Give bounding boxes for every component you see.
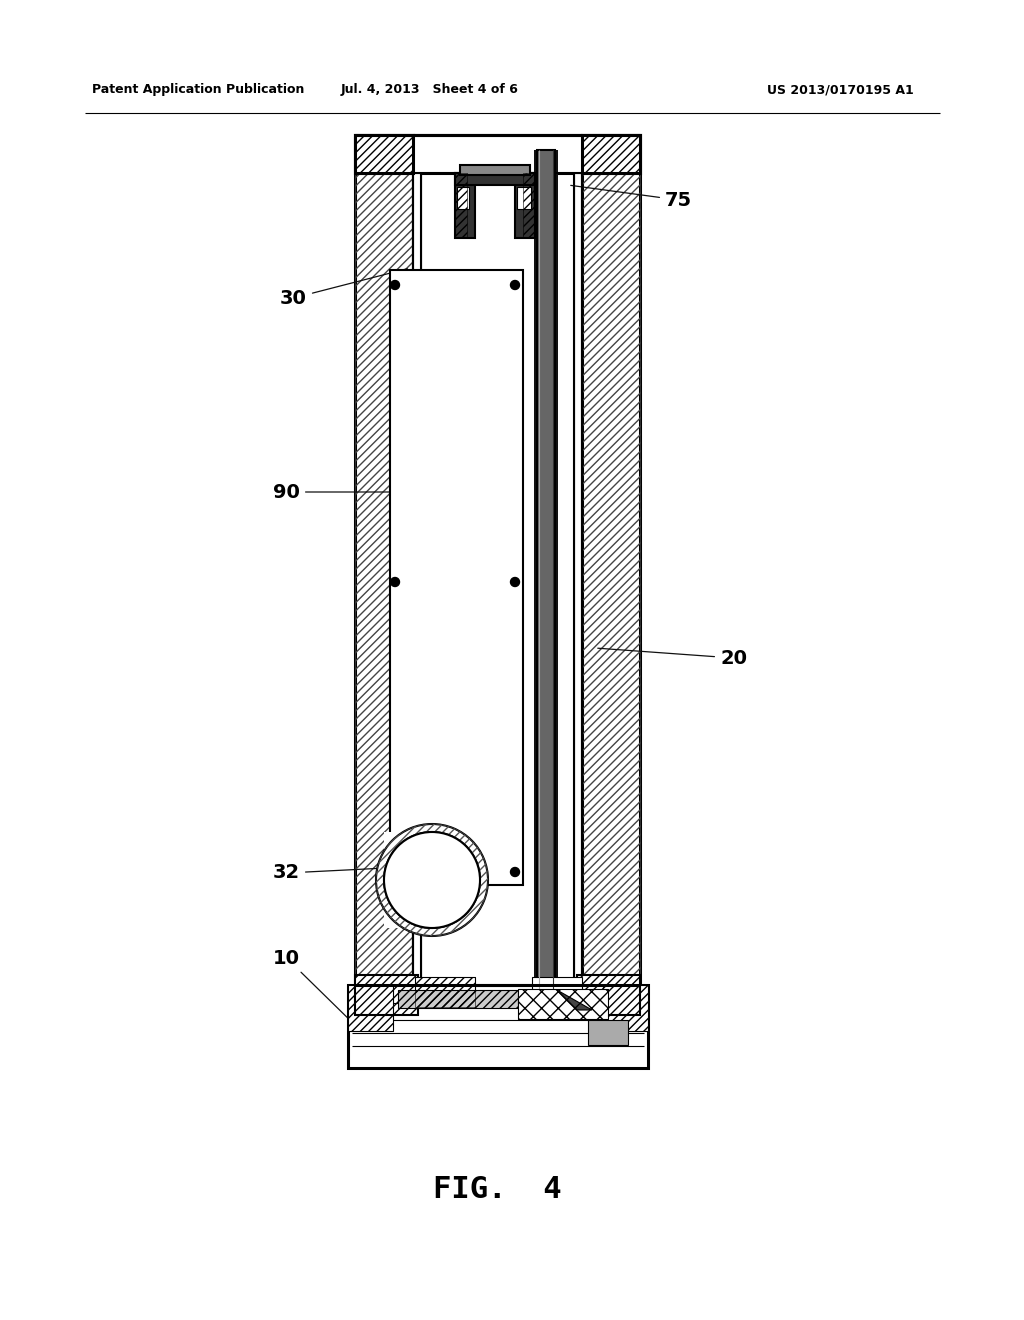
Bar: [355, 135, 413, 173]
Bar: [582, 135, 640, 173]
Text: 10: 10: [273, 949, 358, 1028]
Bar: [455, 173, 535, 185]
Bar: [582, 135, 640, 985]
Text: 20: 20: [598, 648, 746, 668]
Bar: [534, 150, 558, 990]
Bar: [398, 990, 518, 1008]
Bar: [413, 135, 582, 173]
Bar: [517, 187, 531, 209]
Circle shape: [511, 867, 519, 876]
Bar: [455, 173, 467, 238]
Bar: [582, 135, 640, 173]
Bar: [355, 135, 413, 173]
Bar: [603, 985, 648, 1031]
Text: 90: 90: [273, 483, 389, 502]
Circle shape: [390, 281, 399, 289]
Bar: [415, 977, 475, 1007]
Bar: [348, 985, 393, 1031]
Bar: [523, 173, 535, 238]
Bar: [532, 977, 582, 1007]
Bar: [588, 1020, 628, 1045]
Bar: [355, 135, 413, 985]
Bar: [455, 173, 475, 238]
Bar: [415, 977, 475, 1007]
Bar: [582, 135, 640, 985]
Text: 32: 32: [272, 863, 383, 883]
Bar: [577, 975, 640, 1015]
Bar: [457, 187, 469, 209]
Bar: [348, 985, 648, 1068]
Bar: [355, 135, 640, 173]
Bar: [577, 975, 640, 1015]
Text: Patent Application Publication: Patent Application Publication: [92, 83, 304, 96]
Bar: [384, 832, 480, 928]
Bar: [355, 135, 413, 985]
Text: FIG.  4: FIG. 4: [433, 1176, 561, 1204]
Bar: [537, 150, 555, 990]
Bar: [460, 165, 530, 176]
Text: 75: 75: [570, 185, 692, 210]
Circle shape: [384, 832, 480, 928]
Circle shape: [511, 281, 519, 289]
Bar: [390, 271, 523, 884]
Circle shape: [511, 578, 519, 586]
Text: 30: 30: [281, 269, 408, 308]
Bar: [355, 975, 418, 1015]
Bar: [348, 985, 393, 1031]
Text: US 2013/0170195 A1: US 2013/0170195 A1: [767, 83, 913, 96]
Bar: [515, 173, 535, 238]
Bar: [355, 975, 418, 1015]
Text: Jul. 4, 2013   Sheet 4 of 6: Jul. 4, 2013 Sheet 4 of 6: [341, 83, 519, 96]
Wedge shape: [376, 824, 488, 936]
Bar: [398, 990, 518, 1008]
Bar: [518, 989, 608, 1019]
Bar: [518, 989, 608, 1019]
Bar: [603, 985, 648, 1031]
Circle shape: [390, 578, 399, 586]
Bar: [413, 173, 421, 985]
Polygon shape: [557, 990, 592, 1010]
Bar: [574, 173, 582, 985]
Circle shape: [390, 867, 399, 876]
